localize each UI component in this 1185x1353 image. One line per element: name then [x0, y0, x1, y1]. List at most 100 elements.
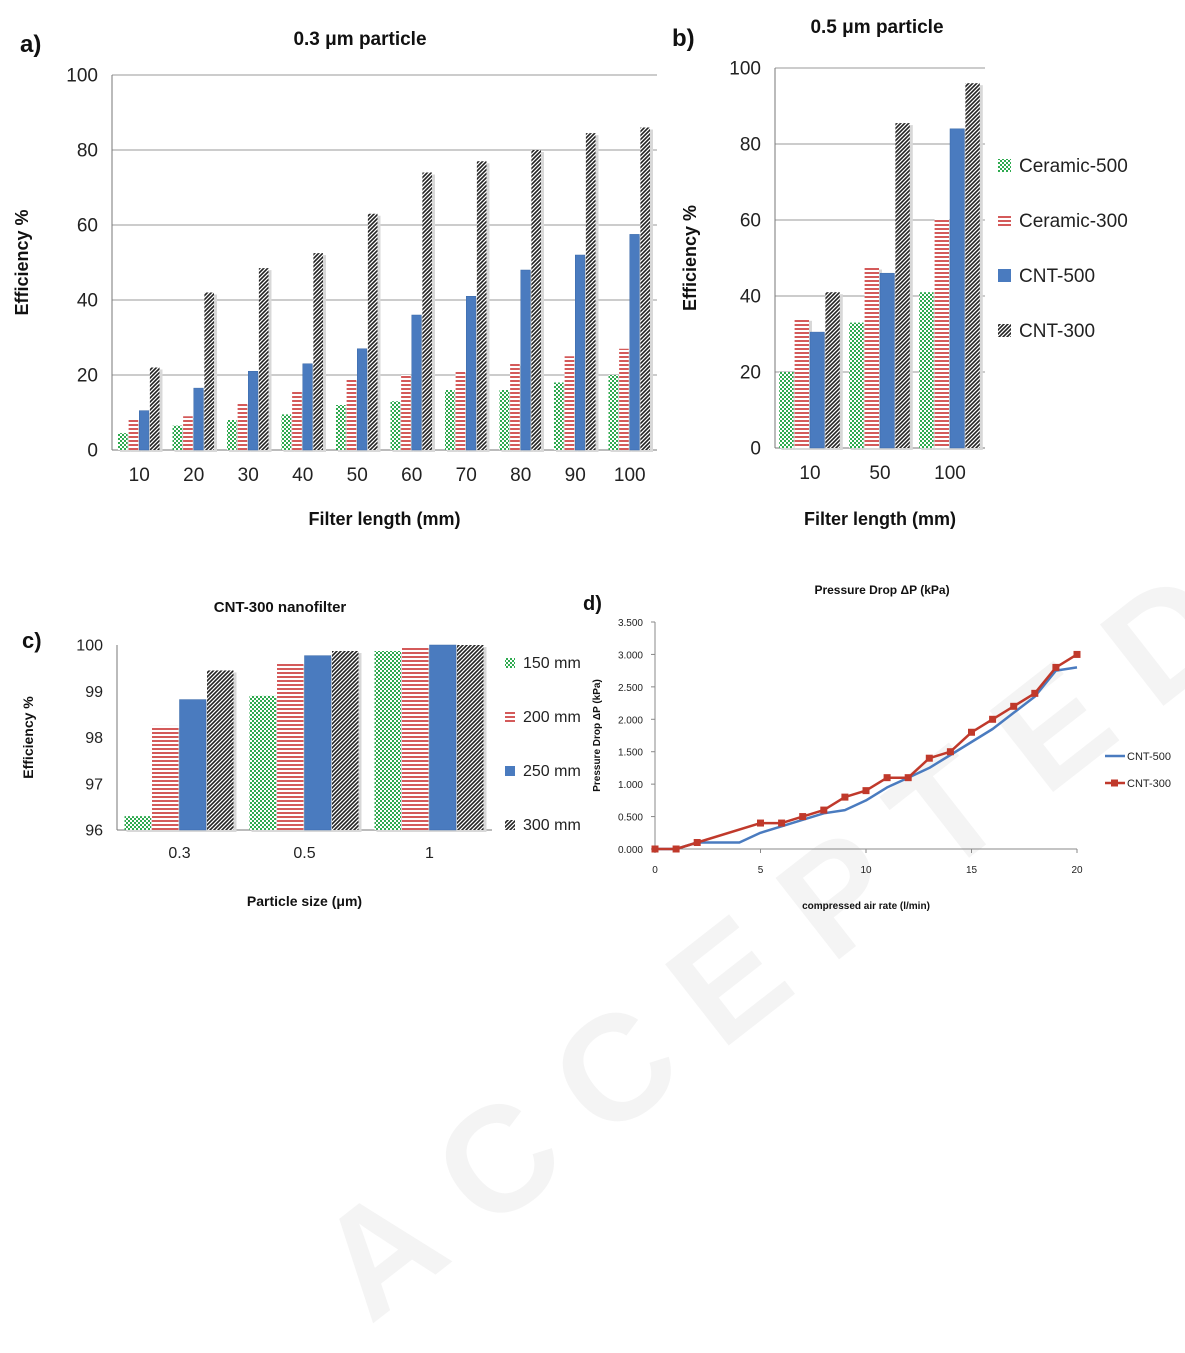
legend-entry: 150 mm	[523, 655, 581, 672]
x-tick-label: 10	[129, 465, 150, 486]
bar-cnt-300	[367, 213, 378, 450]
chart-title: 0.3 μm particle	[293, 29, 426, 50]
bar-200-mm	[402, 646, 429, 830]
data-point	[862, 787, 870, 795]
x-tick-label: 0	[652, 865, 658, 876]
data-point	[989, 715, 997, 723]
bar-ceramic-300	[455, 371, 466, 450]
y-tick-label: 0.000	[618, 845, 643, 856]
bar-cnt-300	[640, 127, 651, 450]
bar-cnt-500	[411, 314, 422, 451]
chart-title: 0.5 μm particle	[810, 17, 943, 38]
bar-cnt-300	[585, 133, 596, 450]
y-axis-label: Pressure Drop ΔP (kPa)	[592, 679, 603, 792]
legend-entry: CNT-300	[1127, 778, 1171, 790]
legend-entry: CNT-300	[1019, 321, 1095, 342]
bar-ceramic-500	[172, 425, 183, 450]
bar-ceramic-300	[934, 218, 949, 448]
bar-150-mm	[124, 816, 151, 830]
y-tick-label: 1.000	[618, 780, 643, 791]
legend-swatch	[998, 324, 1011, 337]
y-tick-label: 20	[77, 366, 98, 387]
data-point	[651, 845, 659, 853]
bar-cnt-300	[531, 150, 542, 450]
y-axis-label: Efficiency %	[20, 696, 36, 779]
bar-ceramic-500	[919, 292, 934, 448]
data-point	[1031, 689, 1039, 697]
legend-entry: CNT-500	[1127, 751, 1171, 763]
y-tick-label: 0.500	[618, 813, 643, 824]
bar-cnt-500	[879, 272, 895, 449]
y-tick-label: 1.500	[618, 748, 643, 759]
x-tick-label: 10	[799, 463, 820, 484]
y-tick-label: 99	[85, 684, 103, 701]
bar-ceramic-300	[864, 267, 879, 448]
chart-title: Pressure Drop ΔP (kPa)	[814, 583, 949, 597]
chart-panel-0: a) 0.3 μm particle 0 20 40 60 80 100 10 20 30 40 50 6…	[12, 29, 657, 529]
y-tick-label: 2.500	[618, 683, 643, 694]
y-tick-label: 97	[85, 776, 103, 793]
bar-ceramic-500	[849, 322, 864, 448]
y-tick-label: 100	[66, 66, 98, 87]
legend-marker	[1111, 779, 1118, 787]
bar-ceramic-500	[281, 414, 292, 450]
x-tick-label: 0.5	[293, 845, 315, 862]
bar-cnt-500	[248, 371, 259, 451]
series-line-cnt-500	[655, 666, 1078, 851]
chart-panel-2: c) CNT-300 nanofilter 96 97 98 99 100 0.3 0.5 1 Pa…	[20, 599, 581, 909]
bar-300-mm	[332, 651, 359, 830]
legend-entry: Ceramic-300	[1019, 211, 1128, 232]
bar-ceramic-500	[444, 390, 455, 450]
data-point	[904, 774, 912, 782]
bar-ceramic-500	[553, 382, 564, 450]
data-point	[841, 793, 849, 801]
bar-ceramic-300	[564, 356, 575, 450]
y-tick-label: 60	[740, 211, 761, 232]
x-axis-label: compressed air rate (l/min)	[802, 901, 930, 912]
y-tick-label: 0	[750, 439, 761, 460]
x-tick-label: 20	[1071, 865, 1083, 876]
bar-300-mm	[457, 645, 484, 830]
bar-ceramic-500	[226, 420, 237, 450]
bar-300-mm	[207, 670, 234, 830]
bar-150-mm	[249, 695, 276, 830]
bar-250-mm	[179, 699, 207, 831]
panel-label: c)	[22, 628, 42, 653]
bar-ceramic-500	[608, 375, 619, 450]
bar-ceramic-300	[619, 348, 629, 450]
data-point	[946, 748, 954, 756]
bar-ceramic-300	[346, 378, 357, 450]
data-point	[1073, 650, 1081, 658]
data-point	[1010, 702, 1018, 710]
legend-swatch	[505, 820, 515, 830]
bar-ceramic-300	[510, 363, 520, 450]
bar-ceramic-500	[335, 405, 346, 450]
bar-ceramic-500	[499, 390, 510, 450]
y-tick-label: 40	[740, 287, 761, 308]
chart-panel-3: d) Pressure Drop ΔP (kPa) 0.000 0.500 1.000 1…	[583, 583, 1171, 912]
panel-label: a)	[20, 31, 41, 58]
data-point	[778, 819, 786, 827]
x-tick-label: 70	[456, 465, 477, 486]
bar-250-mm	[429, 644, 457, 831]
x-axis-label: Filter length (mm)	[804, 509, 956, 529]
bar-ceramic-300	[128, 420, 139, 450]
chart-panel-1: b) 0.5 μm particle 0 20 40 60 80 100 10 50 100 Filt…	[672, 17, 1128, 529]
bar-cnt-500	[629, 234, 640, 451]
data-point	[820, 806, 828, 814]
x-axis-label: Filter length (mm)	[309, 509, 461, 529]
x-tick-label: 100	[934, 463, 966, 484]
x-tick-label: 5	[758, 865, 764, 876]
legend-swatch	[505, 766, 515, 776]
bar-cnt-300	[476, 161, 487, 450]
bar-200-mm	[277, 663, 304, 830]
legend-entry: Ceramic-500	[1019, 156, 1128, 177]
panel-label: b)	[672, 25, 695, 52]
x-axis-label: Particle size (μm)	[247, 893, 362, 909]
x-tick-label: 100	[614, 465, 646, 486]
data-point	[693, 839, 701, 847]
legend-swatch	[998, 269, 1011, 282]
x-tick-label: 80	[510, 465, 531, 486]
legend-swatch	[505, 712, 515, 722]
